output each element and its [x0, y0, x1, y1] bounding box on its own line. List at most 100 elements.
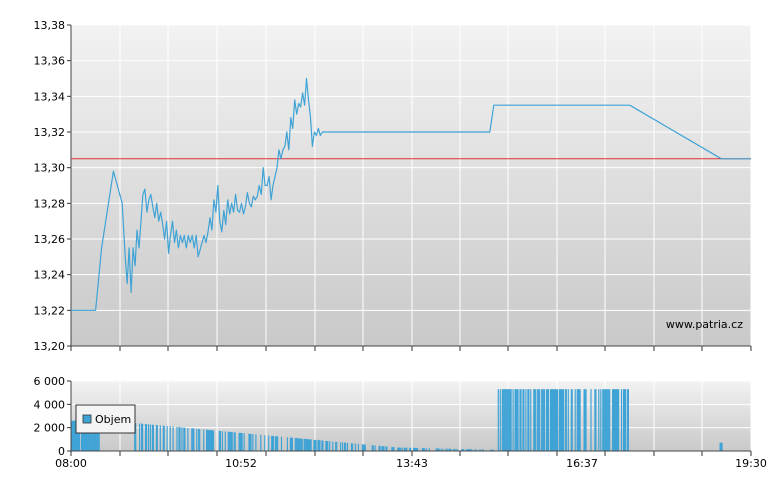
volume-bar [612, 389, 614, 451]
volume-bar [585, 389, 587, 451]
volume-bar [507, 389, 509, 451]
volume-bar [178, 427, 180, 451]
volume-bar [576, 389, 578, 451]
volume-bar [364, 444, 366, 451]
volume-bar [240, 432, 242, 451]
volume-bar [423, 448, 425, 451]
volume-bar [448, 448, 450, 451]
volume-bar [404, 447, 406, 451]
volume-legend: Objem [75, 404, 136, 434]
volume-bar [248, 433, 250, 451]
volume-bar [410, 447, 412, 451]
volume-bar [620, 389, 623, 451]
volume-bar [379, 445, 381, 451]
volume-bar [142, 423, 144, 451]
volume-bar [378, 445, 380, 451]
volume-bar [90, 420, 92, 451]
volume-bar [565, 389, 567, 451]
volume-bar [479, 449, 481, 451]
volume-bar [547, 389, 549, 451]
volume-bar [474, 449, 476, 451]
volume-bar [468, 449, 470, 451]
volume-bar [145, 424, 148, 451]
volume-bar [294, 438, 296, 451]
volume-bar [497, 389, 499, 451]
volume-bar [95, 420, 97, 451]
volume-bar [467, 449, 469, 451]
volume-bar [291, 437, 293, 451]
volume-bar [210, 430, 212, 451]
volume-bar [414, 447, 416, 451]
volume-bar [206, 429, 208, 451]
volume-bar [482, 449, 484, 451]
volume-bar [416, 448, 419, 451]
volume-bar [510, 389, 512, 451]
volume-bar [260, 434, 262, 451]
volume-bar [544, 389, 546, 451]
volume-bar [345, 442, 347, 451]
volume-bar [72, 420, 74, 451]
volume-bar [268, 435, 270, 451]
volume-bar [550, 389, 553, 451]
volume-bar [602, 389, 604, 451]
volume-bar [94, 420, 96, 451]
volume-bar [351, 443, 354, 451]
volume-bar [522, 389, 524, 451]
legend-label: Objem [95, 413, 131, 426]
volume-bar [306, 439, 308, 451]
volume-bar [230, 432, 232, 451]
volume-bar [470, 449, 472, 452]
volume-bar [309, 439, 311, 451]
volume-bar [623, 389, 626, 451]
volume-bar [590, 389, 592, 451]
volume-bar [501, 389, 503, 451]
volume-bar [372, 445, 374, 451]
volume-bar [327, 441, 329, 451]
volume-bar [151, 424, 153, 451]
volume-bar [543, 389, 545, 451]
volume-bar [176, 427, 178, 451]
volume-bar [211, 430, 214, 451]
volume-bar [322, 440, 324, 451]
volume-bar [541, 389, 543, 451]
price-y-tick-label: 13,20 [34, 340, 66, 353]
volume-bar [392, 447, 394, 451]
volume-bar [139, 423, 141, 451]
volume-bar [506, 389, 508, 451]
volume-bar [613, 389, 615, 451]
volume-bar [503, 389, 505, 451]
volume-bar [554, 389, 557, 451]
volume-bar [357, 443, 359, 451]
volume-bar [77, 420, 80, 451]
volume-bar [314, 439, 316, 451]
volume-bar [308, 439, 310, 451]
volume-bar [405, 447, 407, 451]
volume-bar [490, 449, 492, 451]
volume-bar [297, 438, 299, 451]
volume-bar [559, 389, 561, 451]
volume-bar [502, 389, 504, 451]
volume-bar [249, 433, 251, 451]
volume-bar [720, 442, 722, 451]
volume-bar [400, 447, 402, 451]
volume-bar [398, 447, 400, 451]
volume-bar [548, 389, 550, 451]
volume-bar [719, 442, 721, 451]
volume-bar [578, 389, 580, 451]
volume-bar [179, 427, 181, 451]
volume-bar [361, 444, 363, 451]
volume-bar [618, 389, 620, 451]
volume-bar [491, 449, 493, 451]
volume-bar [264, 435, 266, 451]
volume-bar [402, 447, 404, 451]
volume-bar [461, 449, 463, 451]
volume-bar [344, 442, 346, 451]
volume-bar [442, 448, 444, 451]
volume-bar [562, 389, 564, 451]
volume-bar [538, 389, 540, 451]
volume-bar [340, 442, 342, 452]
volume-bar [463, 449, 465, 451]
volume-bar [199, 429, 201, 451]
volume-bar [219, 431, 221, 451]
volume-bar [564, 389, 566, 451]
